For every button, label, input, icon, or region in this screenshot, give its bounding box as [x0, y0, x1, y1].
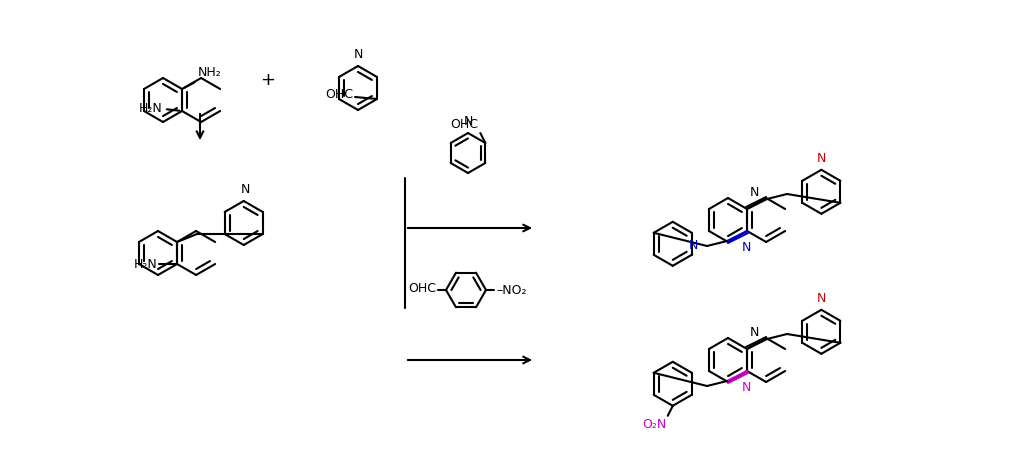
- Text: NH₂: NH₂: [198, 66, 222, 79]
- Text: N: N: [241, 183, 250, 196]
- Text: N: N: [750, 326, 759, 339]
- Text: –NO₂: –NO₂: [496, 283, 526, 296]
- Text: OHC: OHC: [325, 88, 353, 101]
- Text: +: +: [261, 71, 276, 89]
- Text: N: N: [690, 239, 699, 252]
- Text: N: N: [353, 48, 363, 61]
- Text: N: N: [816, 292, 826, 305]
- Text: N: N: [741, 381, 750, 394]
- Text: N: N: [741, 241, 750, 254]
- Text: OHC: OHC: [408, 282, 436, 294]
- Text: N: N: [816, 152, 826, 165]
- Text: O₂N: O₂N: [643, 418, 667, 431]
- Text: H₂N: H₂N: [133, 257, 157, 270]
- Text: N: N: [750, 186, 759, 199]
- Text: N: N: [463, 115, 473, 128]
- Text: OHC: OHC: [450, 118, 479, 131]
- Text: H₂N: H₂N: [138, 102, 162, 115]
